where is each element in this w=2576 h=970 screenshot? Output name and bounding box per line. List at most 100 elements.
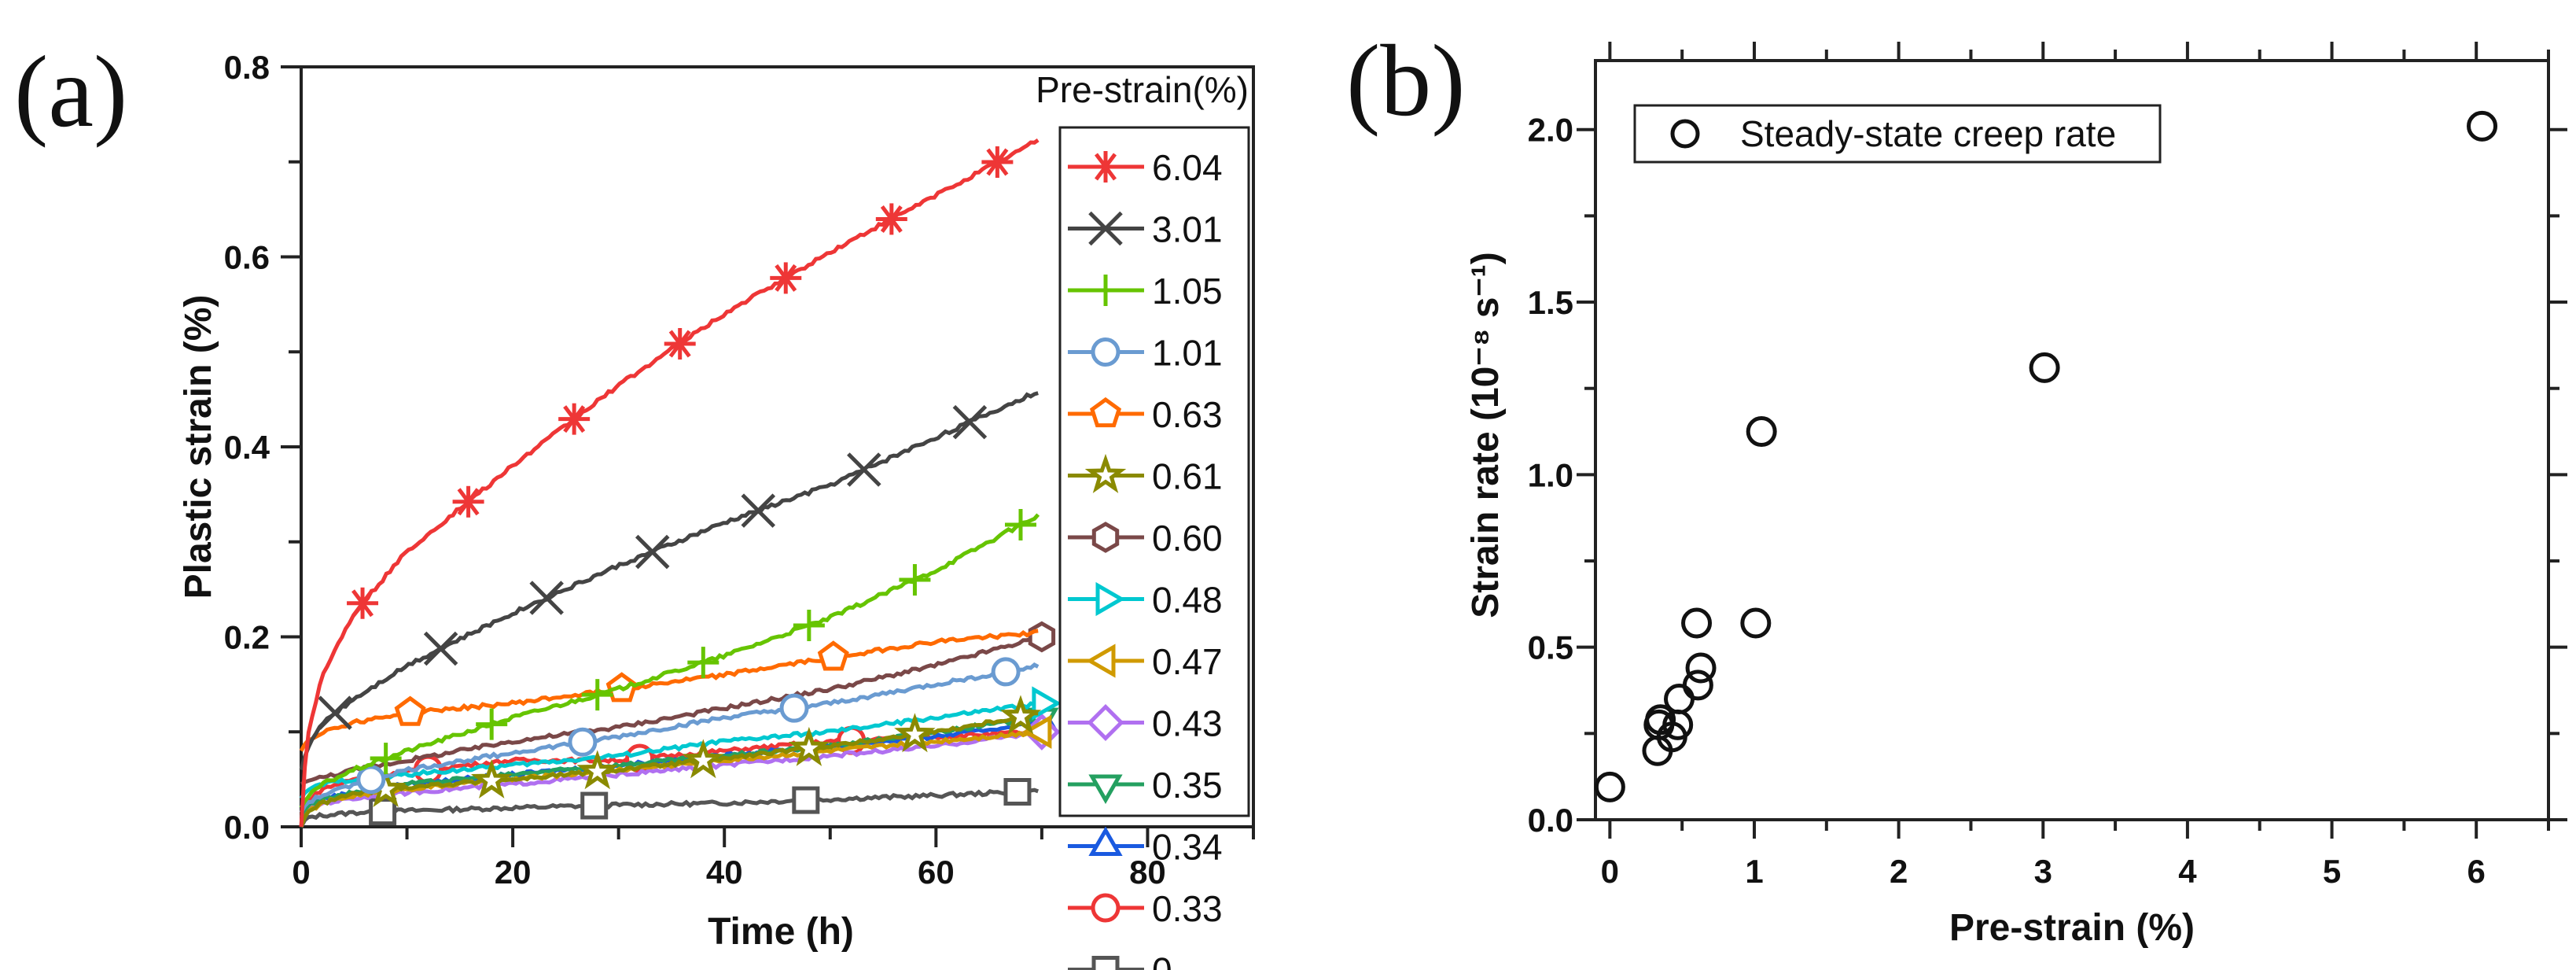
asterisk-marker	[875, 203, 907, 235]
asterisk-marker	[770, 262, 802, 294]
data-point	[1746, 416, 1777, 448]
marker-stroke	[952, 404, 988, 440]
series-line-0	[299, 787, 1040, 828]
diamond-marker	[1087, 703, 1124, 742]
panel-label-b: (b)	[1346, 24, 1466, 138]
marker-shape	[1089, 396, 1122, 428]
x-marker	[423, 631, 458, 666]
x-tick-label-b: 4	[2178, 853, 2197, 890]
marker-stroke	[529, 581, 564, 615]
marker-shape	[1087, 703, 1124, 742]
circle-marker	[1091, 337, 1121, 367]
marker-shape	[1021, 714, 1052, 749]
x-tick-label-b: 0	[1601, 853, 1619, 890]
legend-label-0.43: 0.43	[1152, 703, 1223, 744]
x-marker	[1088, 211, 1123, 246]
x-axis-label-a: Time (h)	[708, 911, 854, 953]
chart-a: (a) 0 20 40 60 80 0.0 0.2 0.4 0.6 0.8 Time (h) Pl…	[14, 35, 1255, 970]
circle-marker	[991, 657, 1021, 687]
data-point	[1682, 669, 1713, 701]
tri-right-marker	[1095, 581, 1126, 617]
marker-shape	[394, 695, 426, 726]
legend-label-0.33: 0.33	[1152, 888, 1223, 929]
marker-shape	[1095, 581, 1126, 617]
series-line-6.04	[299, 138, 1040, 828]
legend-marker-circle	[1670, 119, 1700, 149]
marker-shape	[817, 640, 849, 671]
asterisk-marker	[558, 403, 591, 435]
legend-label-3.01: 3.01	[1152, 209, 1223, 250]
legend-label-0: 0	[1152, 950, 1172, 970]
square-marker	[1091, 956, 1120, 970]
marker-shape	[991, 657, 1021, 687]
y-tick-label-a: 0.6	[224, 239, 270, 276]
plus-marker	[899, 564, 931, 596]
marker-shape	[1091, 956, 1120, 970]
scatter-points-b	[1594, 110, 2498, 802]
asterisk-marker	[981, 146, 1014, 178]
marker-shape	[779, 693, 809, 723]
x-tick-label-a: 80	[1129, 854, 1166, 891]
star-marker	[683, 739, 724, 779]
data-point	[1594, 771, 1625, 802]
plus-marker	[1004, 509, 1036, 541]
x-marker	[847, 452, 881, 487]
marker-shape	[788, 726, 830, 766]
series-line-0.60	[300, 636, 1039, 786]
square-marker	[580, 791, 609, 820]
asterisk-marker	[664, 327, 696, 360]
star-marker	[470, 758, 513, 798]
y-tick-label-a: 0.0	[224, 809, 270, 846]
marker-shape	[1091, 893, 1121, 923]
square-marker	[1003, 778, 1032, 806]
asterisk-marker	[452, 485, 484, 518]
star-marker	[999, 695, 1042, 735]
y-tick-label-a: 0.2	[224, 619, 270, 656]
marker-shape	[580, 791, 609, 820]
star-marker	[894, 713, 936, 753]
marker-shape	[470, 758, 513, 798]
star-marker	[1084, 453, 1127, 493]
marker-shape	[1003, 778, 1032, 806]
x-tick-label-b: 2	[1890, 853, 1908, 890]
plus-marker	[687, 647, 719, 679]
y-axis-label-b: Strain rate (10⁻⁸ s⁻¹)	[1465, 252, 1507, 618]
y-tick-label-a: 0.4	[224, 429, 270, 466]
x-axis-label-b: Pre-strain (%)	[1949, 907, 2195, 949]
tri-left-marker	[1021, 714, 1052, 749]
y-axis-label-a: Plastic strain (%)	[178, 295, 219, 599]
circle-marker	[779, 693, 809, 723]
legend-title-a: Pre-strain(%)	[1036, 69, 1249, 110]
legend-label-0.34: 0.34	[1152, 827, 1223, 868]
marker-stroke	[635, 534, 670, 570]
chart-b: (b) 0 1 2 3 4 5 6 0.0 0.5 1.0 1.5 2.0 Steady-state …	[1346, 24, 2567, 949]
marker-shape	[1088, 826, 1123, 856]
data-point	[2029, 352, 2060, 383]
marker-stroke	[741, 493, 776, 528]
x-marker	[529, 581, 564, 615]
plus-marker	[370, 743, 402, 775]
x-tick-label-b: 1	[1745, 853, 1763, 890]
asterisk-marker	[347, 587, 379, 619]
marker-shape	[356, 765, 386, 795]
plus-marker	[1090, 275, 1121, 306]
legend-label-0.48: 0.48	[1152, 580, 1223, 621]
legend-label-6.04: 6.04	[1152, 147, 1223, 188]
marker-stroke	[1088, 211, 1123, 246]
marker-shape	[1084, 453, 1127, 493]
series-line-1.01	[299, 662, 1040, 814]
hexagon-marker	[1028, 621, 1056, 653]
data-point	[1681, 607, 1713, 639]
octagon-marker	[1091, 893, 1121, 923]
series-lines-a	[299, 138, 1062, 828]
marker-stroke	[318, 695, 352, 730]
x-tick-label-a: 20	[495, 854, 532, 891]
asterisk-marker	[1090, 151, 1121, 183]
x-marker	[635, 534, 670, 570]
marker-shape	[568, 727, 598, 757]
legend-label-b: Steady-state creep rate	[1740, 113, 2116, 154]
x-tick-label-b: 5	[2323, 853, 2341, 890]
pentagon-marker	[394, 695, 426, 726]
data-point	[1664, 683, 1695, 714]
y-tick-label-b: 0.5	[1528, 629, 1573, 666]
